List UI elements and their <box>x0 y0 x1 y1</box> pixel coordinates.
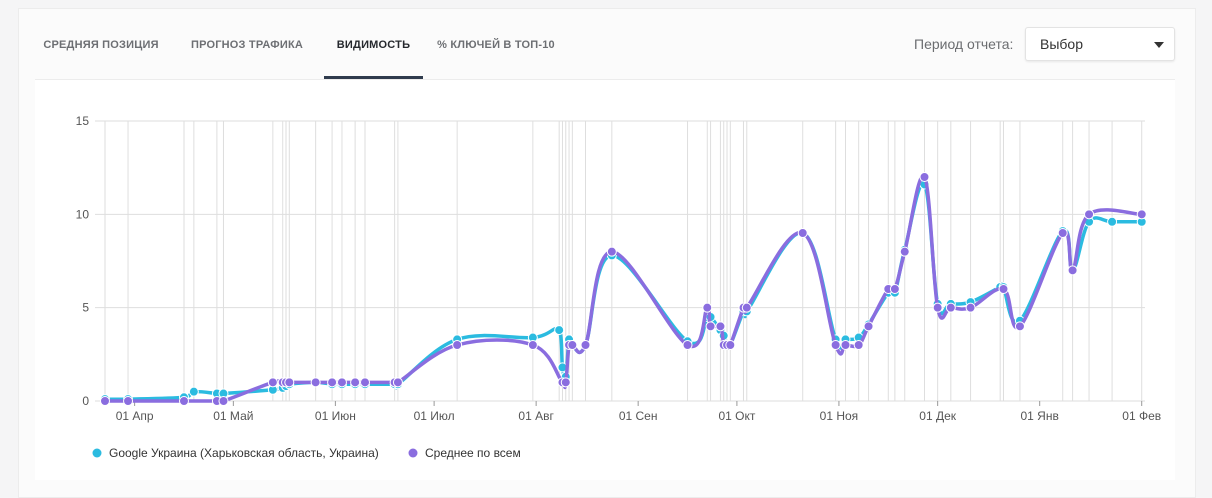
tab-traffic-forecast[interactable]: Прогноз трафика <box>190 39 304 51</box>
series-2-point <box>840 340 851 350</box>
x-tick-label: 01 Июл <box>414 409 455 423</box>
series-2-point <box>218 396 229 406</box>
series-2-point <box>725 340 736 350</box>
series-2-point <box>606 246 617 257</box>
period-select[interactable]: Выбор <box>1025 27 1175 61</box>
series-1-point <box>554 325 565 336</box>
period-label: Период отчета: <box>914 36 1014 52</box>
series-2-point <box>100 396 110 406</box>
series-2-point <box>560 377 571 388</box>
visibility-card: Средняя позиция Прогноз трафика Видимост… <box>18 8 1196 498</box>
x-tick-label: 01 Июн <box>315 409 356 423</box>
x-tick-label: 01 Авг <box>518 409 554 423</box>
series-2-point <box>123 396 134 406</box>
series-2-point <box>715 321 726 332</box>
y-tick-label: 5 <box>82 301 89 315</box>
series-2-point <box>705 321 716 332</box>
x-tick-label: 01 Май <box>213 409 253 423</box>
period-select-value: Выбор <box>1040 36 1083 52</box>
series-2-point <box>797 228 808 238</box>
series-2-point <box>853 340 864 350</box>
legend-item-2: Среднее по всем <box>408 446 521 460</box>
series-2-point <box>1014 321 1025 332</box>
x-tick-label: 01 Апр <box>116 409 154 423</box>
series-2-point <box>965 302 976 313</box>
series-2-point <box>889 284 900 294</box>
series-2-point <box>702 302 713 313</box>
x-tick-label: 01 Дек <box>919 409 956 423</box>
series-2-point <box>452 340 463 350</box>
legend-marker-2 <box>408 448 418 458</box>
visibility-chart: 0 5 10 15 01 Апр 01 Май 01 Июн 01 Июл 01 Авг 01 С… <box>76 114 1161 460</box>
series-2-point <box>741 302 752 313</box>
series-2-point <box>267 377 278 388</box>
series-2-point <box>1084 209 1095 220</box>
series-2-point <box>919 172 930 182</box>
series-2-point <box>360 377 370 388</box>
series-2-point <box>392 377 403 388</box>
legend-marker-1 <box>92 448 102 458</box>
series-1-line <box>104 181 1142 402</box>
series-2-point <box>1057 228 1068 238</box>
series-2-point <box>899 246 910 257</box>
series-1-point <box>188 386 199 397</box>
chevron-down-icon <box>1154 42 1164 48</box>
chart-area: 0 5 10 15 01 Апр 01 Май 01 Июн 01 Июл 01 Авг 01 С… <box>35 79 1175 480</box>
legend-label-2: Среднее по всем <box>425 446 521 460</box>
series-2-point <box>336 377 347 388</box>
series-2-point <box>998 284 1009 294</box>
y-tick-label: 15 <box>76 114 90 128</box>
y-tick-label: 10 <box>76 207 90 221</box>
series-2-point <box>682 340 693 350</box>
x-tick-label: 01 Ноя <box>820 409 859 423</box>
series-1-point <box>1107 216 1118 227</box>
series-2-point <box>284 377 295 388</box>
series-2-point <box>310 377 321 388</box>
tab-average-position[interactable]: Средняя позиция <box>43 39 159 51</box>
x-tick-label: 01 Окт <box>718 409 755 423</box>
series-2-point <box>830 340 841 350</box>
series-2-point <box>1136 209 1147 220</box>
series-2-point <box>932 302 943 313</box>
series-2-point <box>327 377 338 388</box>
series-2-point <box>945 302 956 313</box>
series-2-point <box>863 321 874 332</box>
series-2-point <box>567 340 578 350</box>
legend-label-1: Google Украина (Харьковская область, Укр… <box>109 446 379 460</box>
x-tick-label: 01 Фев <box>1122 409 1161 423</box>
x-tick-label: 01 Янв <box>1021 409 1059 423</box>
y-tick-label: 0 <box>82 394 89 408</box>
series-2-point <box>580 340 591 350</box>
tab-visibility[interactable]: Видимость <box>324 33 423 79</box>
series-2-point <box>350 377 361 388</box>
x-tick-label: 01 Сен <box>619 409 658 423</box>
series-2-point <box>527 340 538 350</box>
series-2-point <box>1067 265 1078 276</box>
series-2-point <box>178 396 189 406</box>
series-2-line <box>105 174 1142 405</box>
legend-item-1: Google Украина (Харьковская область, Укр… <box>92 446 379 460</box>
tab-top10-keys[interactable]: % ключей в топ-10 <box>437 39 555 51</box>
